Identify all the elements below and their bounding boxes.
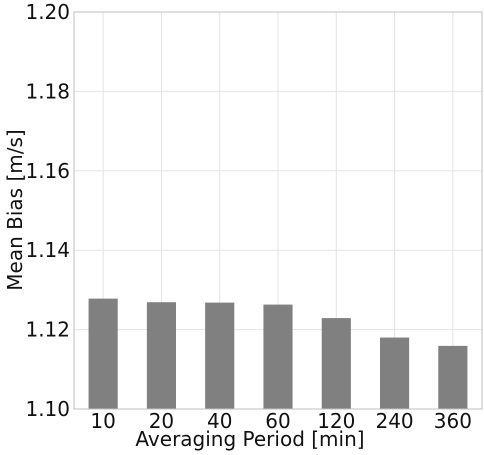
y-tick-label: 1.10 [25,397,70,421]
x-tick-labels: 10 20 40 60 120 240 360 [90,409,472,433]
bar-360 [438,345,468,409]
bar-120 [321,318,351,409]
x-tick-label: 240 [375,409,413,433]
y-tick-label: 1.18 [25,79,70,103]
bar-series [88,298,468,409]
y-tick-label: 1.16 [25,159,70,183]
bar-20 [146,302,176,409]
bar-240 [380,337,410,409]
x-tick-label: 10 [90,409,115,433]
x-tick-label: 120 [317,409,355,433]
y-tick-label: 1.14 [25,238,70,262]
x-axis-label: Averaging Period [min] [135,427,364,451]
y-tick-label: 1.12 [25,318,70,342]
x-tick-label: 20 [149,409,174,433]
bar-60 [263,304,293,409]
y-tick-label: 1.20 [25,0,70,24]
bar-40 [205,302,235,409]
plot-frame [73,11,483,410]
x-tick-label: 360 [434,409,472,433]
x-tick-label: 40 [207,409,232,433]
y-axis-label: Mean Bias [m/s] [3,129,27,290]
y-tick-labels: 1.10 1.12 1.14 1.16 1.18 1.20 [25,0,70,421]
x-tick-label: 60 [265,409,290,433]
bar-10 [88,298,118,409]
